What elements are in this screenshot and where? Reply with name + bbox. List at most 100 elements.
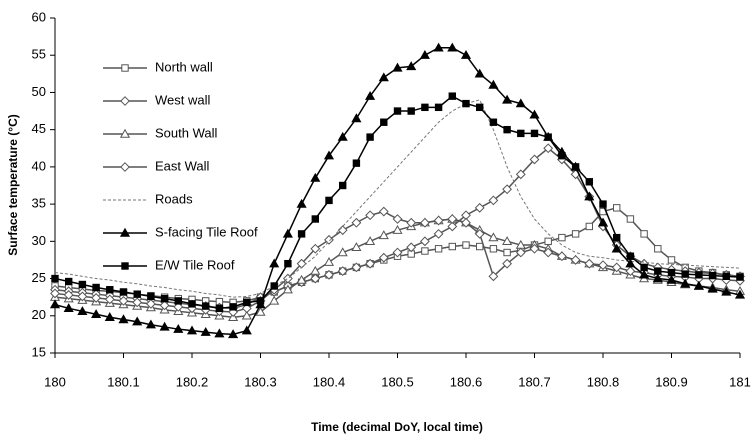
marker [229,303,237,311]
legend-bg [99,255,259,277]
marker [654,267,662,275]
marker [269,295,280,305]
marker [447,42,458,52]
marker [63,303,74,313]
marker [118,295,129,306]
marker [159,300,170,311]
marker [270,282,278,290]
x-tick-label: 180.5 [381,374,414,389]
marker [571,163,580,171]
marker [173,301,184,312]
marker [543,143,554,154]
legend-marker [119,227,131,237]
marker [119,288,128,296]
marker [489,245,498,253]
marker [91,309,102,318]
marker [133,290,141,298]
marker [721,286,732,296]
marker [530,129,539,138]
x-tick-label: 180.8 [587,374,620,389]
marker [585,178,593,186]
legend-label: South Wall [155,125,217,140]
y-tick-label: 60 [32,9,46,24]
marker [132,297,143,308]
marker [255,306,266,316]
marker [78,280,87,289]
marker [296,274,307,284]
marker [584,258,595,269]
marker [106,286,114,294]
marker [599,200,607,208]
marker [351,113,362,123]
marker [419,236,430,247]
marker [243,298,251,307]
marker [407,107,415,115]
marker [434,103,443,112]
marker [406,242,417,253]
marker [556,251,567,262]
marker [734,289,746,299]
marker [515,98,526,108]
y-tick-label: 35 [32,196,46,211]
marker [145,298,156,309]
marker [406,217,417,228]
marker [202,302,210,310]
marker [378,230,389,240]
marker [488,79,499,89]
marker [392,247,403,258]
marker [613,204,621,212]
marker [337,131,348,141]
marker [433,228,444,239]
marker [585,222,593,231]
marker [50,288,60,299]
legend-bg [99,90,259,112]
x-tick-label: 180.3 [244,374,277,389]
marker [640,230,648,238]
legend-bg [99,189,259,211]
marker [421,103,429,112]
marker [352,159,361,167]
marker [476,103,484,112]
marker [65,277,73,286]
marker [625,266,636,277]
legend-label: East Wall [155,158,210,173]
marker [325,196,333,205]
marker [502,258,513,269]
marker [51,274,59,283]
marker [339,181,347,190]
legend-bg [99,57,259,79]
marker [323,256,335,266]
marker [421,247,429,255]
marker [351,242,362,251]
marker [365,236,376,246]
marker [284,259,292,268]
y-tick-label: 30 [32,233,46,248]
marker [502,236,513,246]
marker [256,297,265,305]
marker [77,306,88,316]
marker [447,221,458,232]
marker [666,274,677,284]
legend-marker [119,128,131,138]
y-axis-label: Surface temperature (°C) [6,114,20,256]
marker [474,228,485,239]
marker [380,118,388,126]
marker [693,280,704,290]
marker [297,230,306,238]
marker [145,319,156,329]
marker [392,224,403,234]
marker [310,172,321,182]
marker [502,94,513,104]
marker [462,99,470,108]
marker [448,92,457,100]
y-tick-label: 20 [32,307,46,322]
marker [296,198,307,208]
marker [503,125,511,134]
marker [337,266,348,277]
y-tick-label: 40 [32,158,46,173]
marker [570,255,581,265]
x-tick-label: 180 [44,374,66,389]
y-tick-label: 45 [32,121,46,136]
